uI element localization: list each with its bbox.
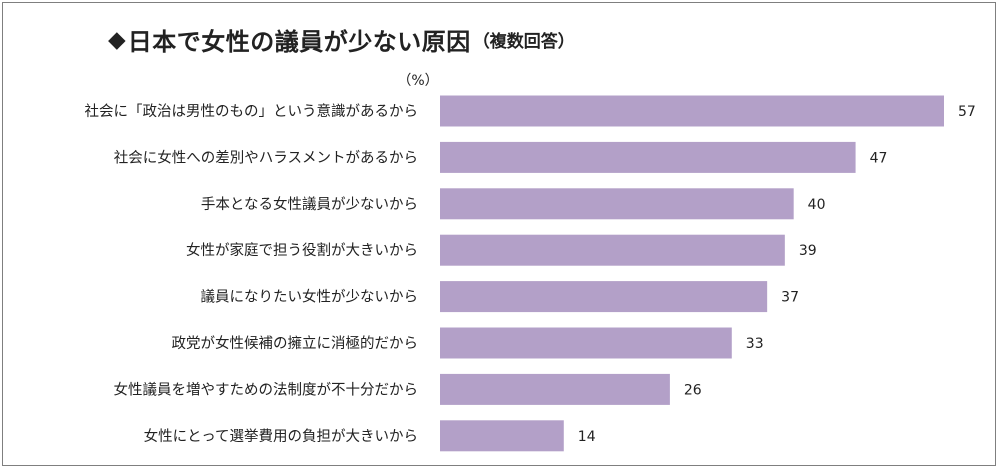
- bar: [440, 188, 794, 220]
- bar: [440, 281, 768, 313]
- value-label: 37: [781, 290, 799, 306]
- category-label: 女性にとって選挙費用の負担が大きいから: [144, 427, 418, 445]
- value-label: 33: [746, 336, 764, 352]
- bar: [440, 234, 785, 266]
- bars-group: 社会に「政治は男性のもの」という意識があるから 57 社会に女性への差別やハラスメン…: [85, 95, 976, 452]
- chart-title: ◆日本で女性の議員が少ない原因 （複数回答）: [108, 22, 575, 58]
- bar: [440, 373, 670, 405]
- category-label: 手本となる女性議員が少ないから: [201, 195, 418, 213]
- bar: [440, 327, 732, 359]
- bar: [440, 95, 944, 127]
- value-label: 26: [684, 382, 702, 398]
- title-diamond-icon: ◆: [108, 26, 126, 53]
- category-label: 社会に「政治は男性のもの」という意識があるから: [85, 102, 419, 120]
- title-subtitle: （複数回答）: [472, 32, 575, 52]
- category-label: 政党が女性候補の擁立に消極的だから: [172, 334, 419, 352]
- category-label: 女性が家庭で担う役割が大きいから: [186, 241, 418, 259]
- title-main: 日本で女性の議員が少ない原因: [127, 28, 471, 56]
- category-label: 女性議員を増やすための法制度が不十分だから: [114, 380, 419, 398]
- value-label: 39: [799, 243, 817, 259]
- value-label: 40: [808, 197, 826, 213]
- category-label: 議員になりたい女性が少ないから: [201, 288, 419, 306]
- value-label: 47: [870, 150, 888, 166]
- bar: [440, 141, 856, 173]
- bar: [440, 420, 564, 452]
- unit-label: （%）: [397, 73, 438, 89]
- value-label: 57: [958, 104, 976, 120]
- category-label: 社会に女性への差別やハラスメントがあるから: [114, 148, 418, 166]
- value-label: 14: [578, 429, 596, 445]
